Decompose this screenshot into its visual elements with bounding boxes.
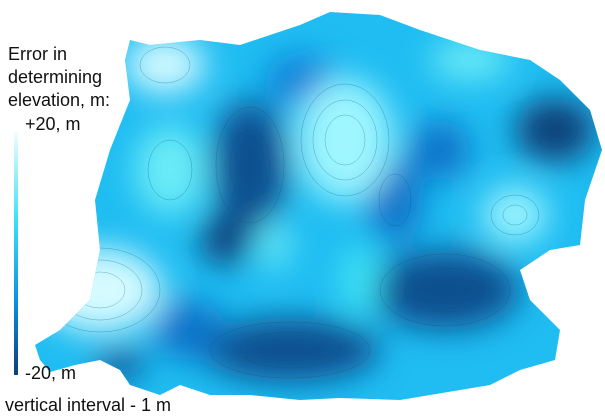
color-scale: [14, 132, 18, 375]
legend-title: determining: [8, 67, 102, 87]
legend-title: Error in: [8, 44, 67, 64]
scale-min-label: -20, m: [25, 363, 76, 383]
note: vertical interval - 1 m: [5, 395, 171, 415]
contours: [39, 46, 578, 379]
scale-max-label: +20, m: [25, 114, 81, 134]
legend-title: elevation, m:: [8, 90, 110, 110]
legend: Error in determining elevation, m: +20, …: [8, 44, 110, 383]
